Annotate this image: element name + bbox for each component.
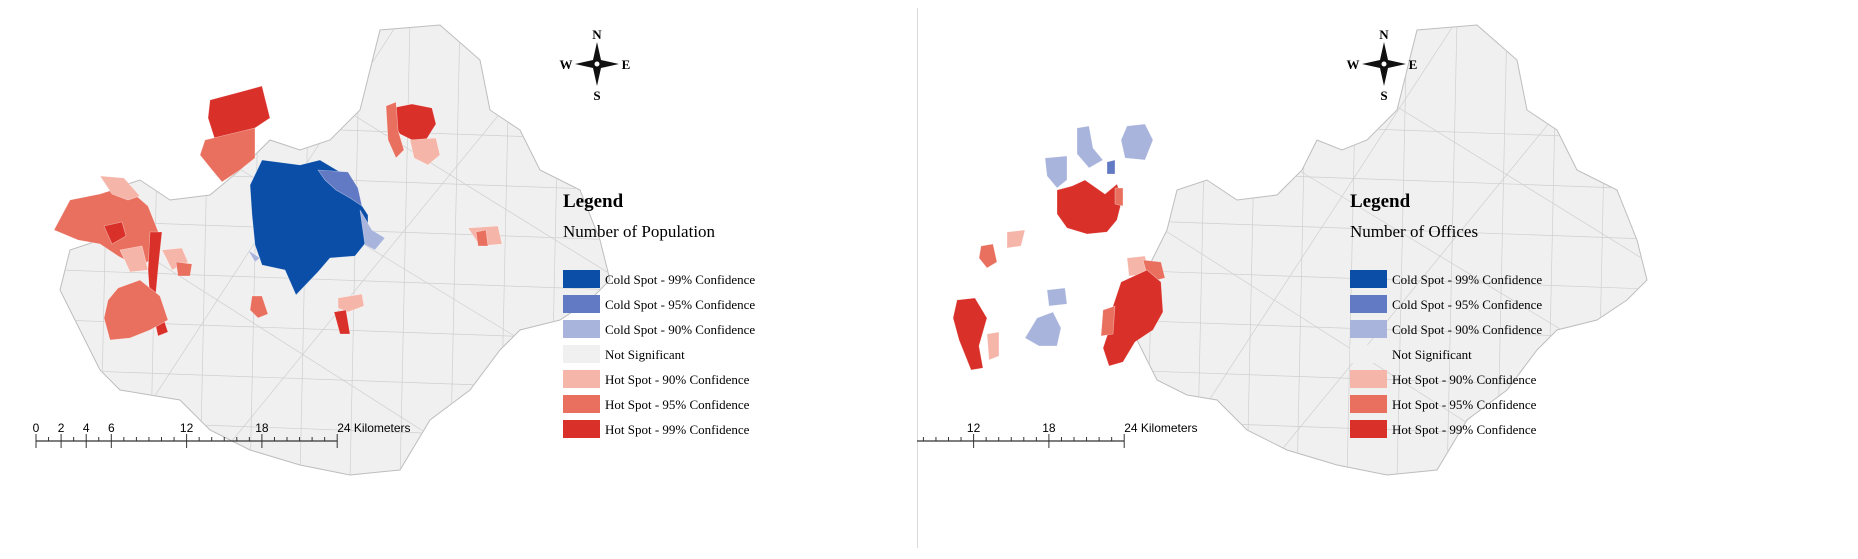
cold-90-east [359, 209, 386, 251]
legend-label: Hot Spot - 99% Confidence [605, 422, 750, 437]
hot-90-ne [409, 137, 441, 166]
legend-label: Not Significant [1392, 347, 1472, 362]
legend-swatch [563, 345, 600, 363]
cold-90-n1 [1076, 125, 1104, 169]
compass-w: W [560, 57, 573, 72]
hot-99-sw [952, 297, 988, 371]
hot-95-ne [385, 101, 405, 159]
cluster-regions-right [952, 123, 1166, 371]
hot-95-south [249, 295, 269, 319]
legend-swatch [563, 370, 600, 388]
legend-label: Cold Spot - 90% Confidence [605, 322, 755, 337]
compass-n: N [1379, 27, 1389, 42]
scale-label: 18 [1042, 421, 1056, 435]
hot-90-sw [986, 331, 1000, 361]
panel-divider [917, 8, 918, 548]
cold-95-n [1106, 159, 1116, 175]
legend-swatch [1350, 295, 1387, 313]
legend-label: Hot Spot - 95% Confidence [605, 397, 750, 412]
hot-99-central [1056, 179, 1123, 235]
hot-95-west [978, 243, 998, 269]
cold-90-nw [1044, 155, 1068, 189]
legend-swatch [1350, 270, 1387, 288]
scale-bar: 0 2 4 6 12 18 24 Kilometers [33, 421, 411, 448]
hot-95-sw [103, 279, 169, 341]
legend-subtitle: Number of Population [563, 222, 716, 241]
legend-swatch [563, 420, 600, 438]
legend-label: Cold Spot - 99% Confidence [605, 272, 755, 287]
legend-label: Cold Spot - 95% Confidence [605, 297, 755, 312]
compass-n: N [592, 27, 602, 42]
legend-swatch [563, 270, 600, 288]
legend-label: Hot Spot - 99% Confidence [1392, 422, 1537, 437]
scale-label: 4 [83, 421, 90, 435]
legend-left: Legend Number of Population Cold Spot - … [563, 191, 755, 438]
legend-label: Hot Spot - 95% Confidence [1392, 397, 1537, 412]
hot-99-south [333, 309, 351, 335]
cluster-regions [53, 85, 503, 341]
legend-right: Legend Number of Offices Cold Spot - 99%… [1350, 191, 1542, 438]
legend-label: Cold Spot - 90% Confidence [1392, 322, 1542, 337]
cold-90-s2 [1024, 311, 1062, 347]
legend-swatch [563, 395, 600, 413]
cold-99-central [249, 159, 369, 296]
hot-90-west [99, 175, 141, 201]
hot-95-central [1114, 187, 1124, 207]
hot-95-east [475, 229, 489, 247]
legend-label: Hot Spot - 90% Confidence [605, 372, 750, 387]
legend-swatch [563, 295, 600, 313]
compass-w: W [1347, 57, 1360, 72]
legend-swatch [1350, 420, 1387, 438]
legend-items: Cold Spot - 99% Confidence Cold Spot - 95… [563, 270, 755, 438]
cold-90-sw [247, 249, 261, 263]
map-panel-population: N S W E Legend Number of Population Cold… [33, 24, 755, 476]
compass-e: E [622, 57, 631, 72]
scale-label: 18 [255, 421, 269, 435]
hot-90-west [1006, 229, 1026, 249]
scale-label: 0 [33, 421, 40, 435]
legend-swatch [1350, 320, 1387, 338]
cold-90-s1 [1046, 287, 1068, 307]
compass-e: E [1409, 57, 1418, 72]
compass-s: S [1380, 88, 1387, 103]
cold-95-ne [317, 169, 363, 207]
legend-label: Cold Spot - 99% Confidence [1392, 272, 1542, 287]
legend-swatch [1350, 395, 1387, 413]
scale-bar-left: 0 2 4 6 12 18 24 Kilometers [33, 421, 411, 448]
map-panel-offices: N S W E Legend Number of Offices Cold Sp… [917, 24, 1648, 476]
hot-95-se2 [1100, 305, 1116, 337]
legend-title: Legend [1350, 191, 1411, 212]
legend-swatch [563, 320, 600, 338]
legend-subtitle: Number of Offices [1350, 222, 1478, 241]
scale-label: 12 [967, 421, 981, 435]
cold-90-n2 [1120, 123, 1154, 161]
compass-rose-right: N S W E [1347, 27, 1418, 103]
legend-title: Legend [563, 191, 624, 212]
city-base-right [1126, 24, 1648, 476]
hot-95-sw3 [175, 261, 193, 277]
scale-label: 6 [108, 421, 115, 435]
hot-90-sw [119, 245, 149, 273]
scale-label: 24 Kilometers [337, 421, 410, 435]
hot-95-north [199, 127, 256, 183]
hot-90-south [337, 293, 365, 313]
hot-99-west [103, 221, 127, 245]
legend-items: Cold Spot - 99% Confidence Cold Spot - 95… [1350, 270, 1542, 438]
legend-label: Cold Spot - 95% Confidence [1392, 297, 1542, 312]
scale-label: 2 [58, 421, 65, 435]
compass-rose-left: N S W E [560, 27, 631, 103]
legend-swatch [1350, 370, 1387, 388]
scale-label: 12 [180, 421, 194, 435]
legend-label: Hot Spot - 90% Confidence [1392, 372, 1537, 387]
scale-label: 24 Kilometers [1124, 421, 1197, 435]
legend-swatch [1350, 345, 1387, 363]
legend-label: Not Significant [605, 347, 685, 362]
compass-s: S [593, 88, 600, 103]
